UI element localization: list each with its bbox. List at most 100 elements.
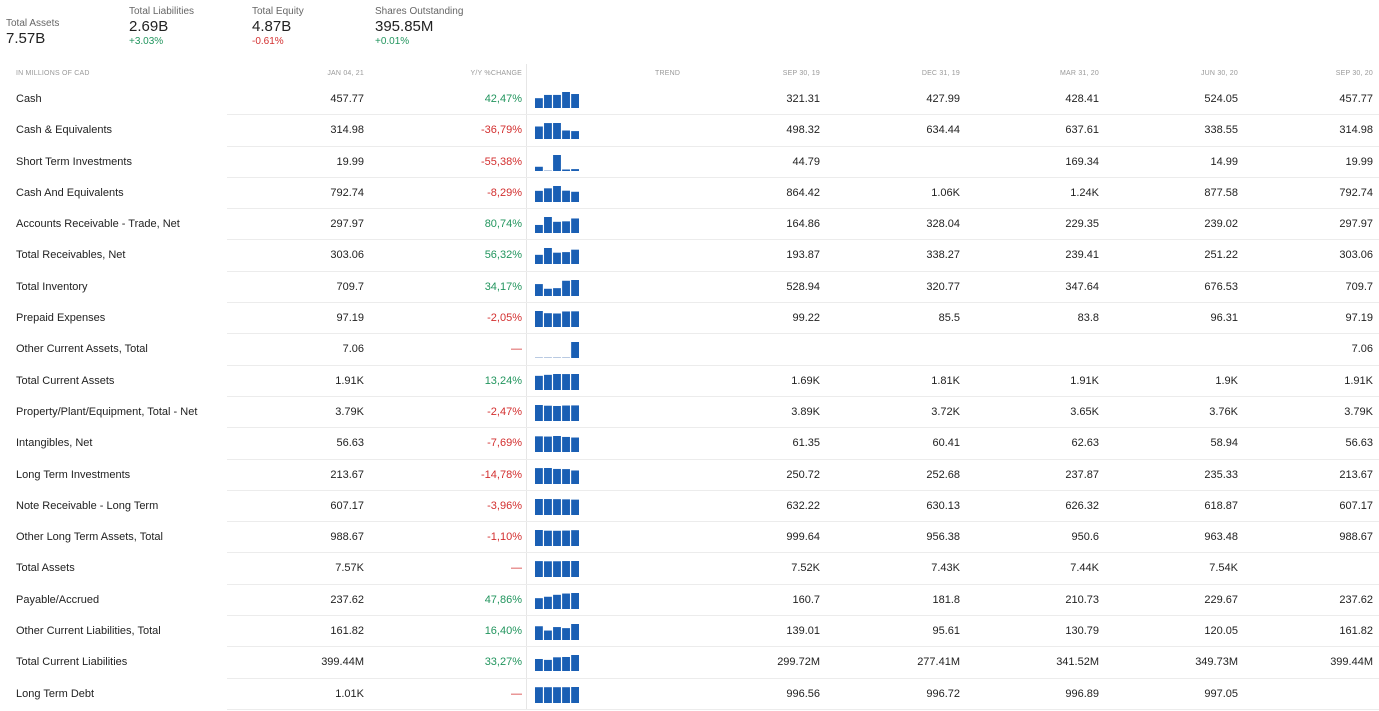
header-mar-31-20[interactable]: MAR 31, 20 [1060,70,1099,77]
header-jan-04-21[interactable]: JAN 04, 21 [327,70,364,77]
sparkline-bar [562,130,570,140]
header-dec-31-19[interactable]: DEC 31, 19 [921,70,960,77]
summary-value: 4.87B [252,18,292,35]
table-row[interactable]: Total Current Assets 1.91K 13,24% 1.69K 1.81… [0,366,1379,397]
cell-mar-31-20: 62.63 [1071,437,1099,450]
sparkline-bar [562,190,570,202]
table-row[interactable]: Other Current Liabilities, Total 161.82 16… [0,616,1379,648]
cell-dec-31-19: 277.41M [917,656,960,669]
sparkline-bar [571,373,579,390]
sparkline-bar [571,437,579,453]
cell-dec-31-19: 634.44 [926,124,960,137]
cell-jun-30-20: 14.99 [1210,155,1238,168]
cell-sep-30-20: 19.99 [1345,155,1373,168]
sparkline-bar [535,375,543,390]
header-yy-change[interactable]: Y/Y %CHANGE [470,70,522,77]
summary-total-liabilities[interactable]: Total Liabilities 2.69B +3.03% [129,6,194,48]
cell-jun-30-20: 3.76K [1209,405,1238,418]
cell-yy-change: -8,29% [487,186,522,199]
cell-mar-31-20: 1.91K [1070,374,1099,387]
sparkline-bar [535,255,543,265]
row-label: Cash And Equivalents [16,186,124,199]
trend-sparkline [535,616,581,647]
table-row[interactable]: Property/Plant/Equipment, Total - Net 3.7… [0,397,1379,429]
table-row[interactable]: Note Receivable - Long Term 607.17 -3,96% 6… [0,491,1379,523]
table-row[interactable]: Total Assets 7.57K — 7.52K 7.43K 7.44K 7.54K [0,553,1379,585]
summary-shares-outstanding[interactable]: Shares Outstanding 395.85M +0.01% [375,6,463,48]
sparkline-bar [535,530,543,547]
table-body: Cash 457.77 42,47% 321.31 427.99 428.41 524.05… [0,84,1379,710]
sparkline-bar [553,499,561,515]
cell-sep-30-19: 864.42 [786,186,820,199]
table-row[interactable]: Long Term Investments 213.67 -14,78% 250.72… [0,460,1379,491]
sparkline-bar [571,561,579,578]
cell-sep-30-20: 237.62 [1339,593,1373,606]
header-sep-30-20[interactable]: SEP 30, 20 [1335,70,1373,77]
summary-label: Shares Outstanding [375,6,464,17]
header-sep-30-19[interactable]: SEP 30, 19 [782,70,820,77]
sparkline-chart [535,185,579,202]
trend-sparkline [535,209,581,240]
cell-dec-31-19: 1.81K [931,374,960,387]
cell-sep-30-19: 7.52K [791,562,820,575]
summary-total-equity[interactable]: Total Equity 4.87B -0.61% [252,6,304,48]
header-jun-30-20[interactable]: JUN 30, 20 [1200,70,1238,77]
table-row[interactable]: Long Term Debt 1.01K — 996.56 996.72 996.89 99… [0,679,1379,710]
row-divider [227,239,1379,241]
sparkline-bar [571,168,579,171]
sparkline-chart [535,279,579,296]
row-label: Total Assets [16,562,75,575]
sparkline-bar [544,217,552,234]
trend-sparkline [535,84,581,115]
sparkline-bar [535,98,543,108]
sparkline-bar [562,437,570,453]
cell-sep-30-19: 61.35 [792,437,820,450]
table-row[interactable]: Payable/Accrued 237.62 47,86% 160.7 181.8 210… [0,585,1379,617]
row-label: Property/Plant/Equipment, Total - Net [16,405,198,418]
cell-sep-30-19: 321.31 [786,93,820,105]
sparkline-bar [535,626,543,641]
sparkline-bar [562,169,570,171]
sparkline-chart [535,592,579,609]
row-divider [227,208,1379,210]
cell-dec-31-19: 7.43K [931,562,960,575]
table-row[interactable]: Intangibles, Net 56.63 -7,69% 61.35 60.41 62.… [0,428,1379,460]
cell-sep-30-19: 299.72M [777,656,820,669]
cell-sep-30-20: 792.74 [1339,186,1373,199]
table-row[interactable]: Cash 457.77 42,47% 321.31 427.99 428.41 524.05… [0,84,1379,116]
cell-yy-change: -55,38% [481,155,522,168]
trend-sparkline [535,553,581,584]
table-row[interactable]: Cash And Equivalents 792.74 -8,29% 864.42 1.… [0,178,1379,210]
table-row[interactable]: Total Receivables, Net 303.06 56,32% 193.87… [0,240,1379,272]
cell-sep-30-19: 528.94 [786,280,820,293]
cell-yy-change: 47,86% [484,593,522,606]
column-divider [526,64,527,710]
table-row[interactable]: Other Current Assets, Total 7.06 — 7.06 [0,334,1379,366]
sparkline-bar [553,436,561,453]
cell-jan-04-21: 792.74 [330,186,364,199]
summary-total-assets[interactable]: Total Assets 7.57B [6,18,59,47]
table-row[interactable]: Other Long Term Assets, Total 988.67 -1,10… [0,522,1379,554]
sparkline-bar [571,311,579,328]
cell-sep-30-19: 164.86 [786,218,820,231]
table-row[interactable]: Accounts Receivable - Trade, Net 297.97 80… [0,209,1379,241]
cell-mar-31-20: 83.8 [1077,312,1099,325]
cell-sep-30-20: 297.97 [1339,218,1373,231]
sparkline-bar [535,597,543,609]
sparkline-bar [535,225,543,234]
table-row[interactable]: Cash & Equivalents 314.98 -36,79% 498.32 634… [0,115,1379,147]
table-row[interactable]: Short Term Investments 19.99 -55,38% 44.79 1… [0,147,1379,178]
sparkline-bar [535,283,543,296]
table-header: IN MILLIONS OF CAD JAN 04, 21 Y/Y %CHANG… [0,64,1379,84]
cell-yy-change: -1,10% [487,531,522,544]
trend-sparkline [535,679,581,710]
row-divider [227,145,1379,147]
cell-sep-30-20: 97.19 [1345,312,1373,325]
table-row[interactable]: Prepaid Expenses 97.19 -2,05% 99.22 85.5 83.8… [0,303,1379,335]
row-label: Long Term Debt [16,687,95,700]
row-divider [227,521,1379,523]
table-row[interactable]: Total Current Liabilities 399.44M 33,27% 29… [0,647,1379,679]
sparkline-bar [535,311,543,328]
table-row[interactable]: Total Inventory 709.7 34,17% 528.94 320.77 34… [0,272,1379,304]
row-label: Total Current Liabilities [16,656,128,669]
